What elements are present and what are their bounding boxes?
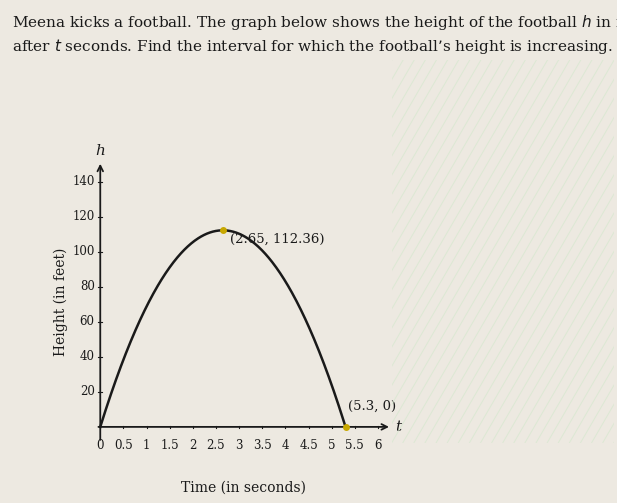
Text: 1.5: 1.5 (160, 439, 179, 452)
Text: Time (in seconds): Time (in seconds) (181, 481, 306, 495)
Text: 20: 20 (80, 385, 95, 398)
Text: 5.5: 5.5 (346, 439, 364, 452)
Text: 120: 120 (72, 210, 95, 223)
Text: 3.5: 3.5 (253, 439, 271, 452)
Text: 3: 3 (235, 439, 243, 452)
Text: (5.3, 0): (5.3, 0) (348, 399, 396, 412)
Text: 140: 140 (72, 176, 95, 189)
Text: 100: 100 (72, 245, 95, 259)
Text: 6: 6 (374, 439, 382, 452)
Text: Height (in feet): Height (in feet) (54, 247, 68, 356)
Text: 5: 5 (328, 439, 336, 452)
Text: 60: 60 (80, 315, 95, 328)
Text: 0.5: 0.5 (114, 439, 133, 452)
Text: 2.5: 2.5 (207, 439, 225, 452)
Text: 4.5: 4.5 (299, 439, 318, 452)
Text: h: h (95, 144, 106, 158)
Text: t: t (395, 420, 401, 434)
Text: (2.65, 112.36): (2.65, 112.36) (230, 232, 325, 245)
Text: 2: 2 (189, 439, 196, 452)
Text: 1: 1 (143, 439, 150, 452)
Text: 0: 0 (96, 439, 104, 452)
Text: Meena kicks a football. The graph below shows the height of the football $h$ in : Meena kicks a football. The graph below … (12, 13, 617, 56)
Text: 80: 80 (80, 281, 95, 293)
Text: 4: 4 (281, 439, 289, 452)
Text: 40: 40 (80, 351, 95, 363)
